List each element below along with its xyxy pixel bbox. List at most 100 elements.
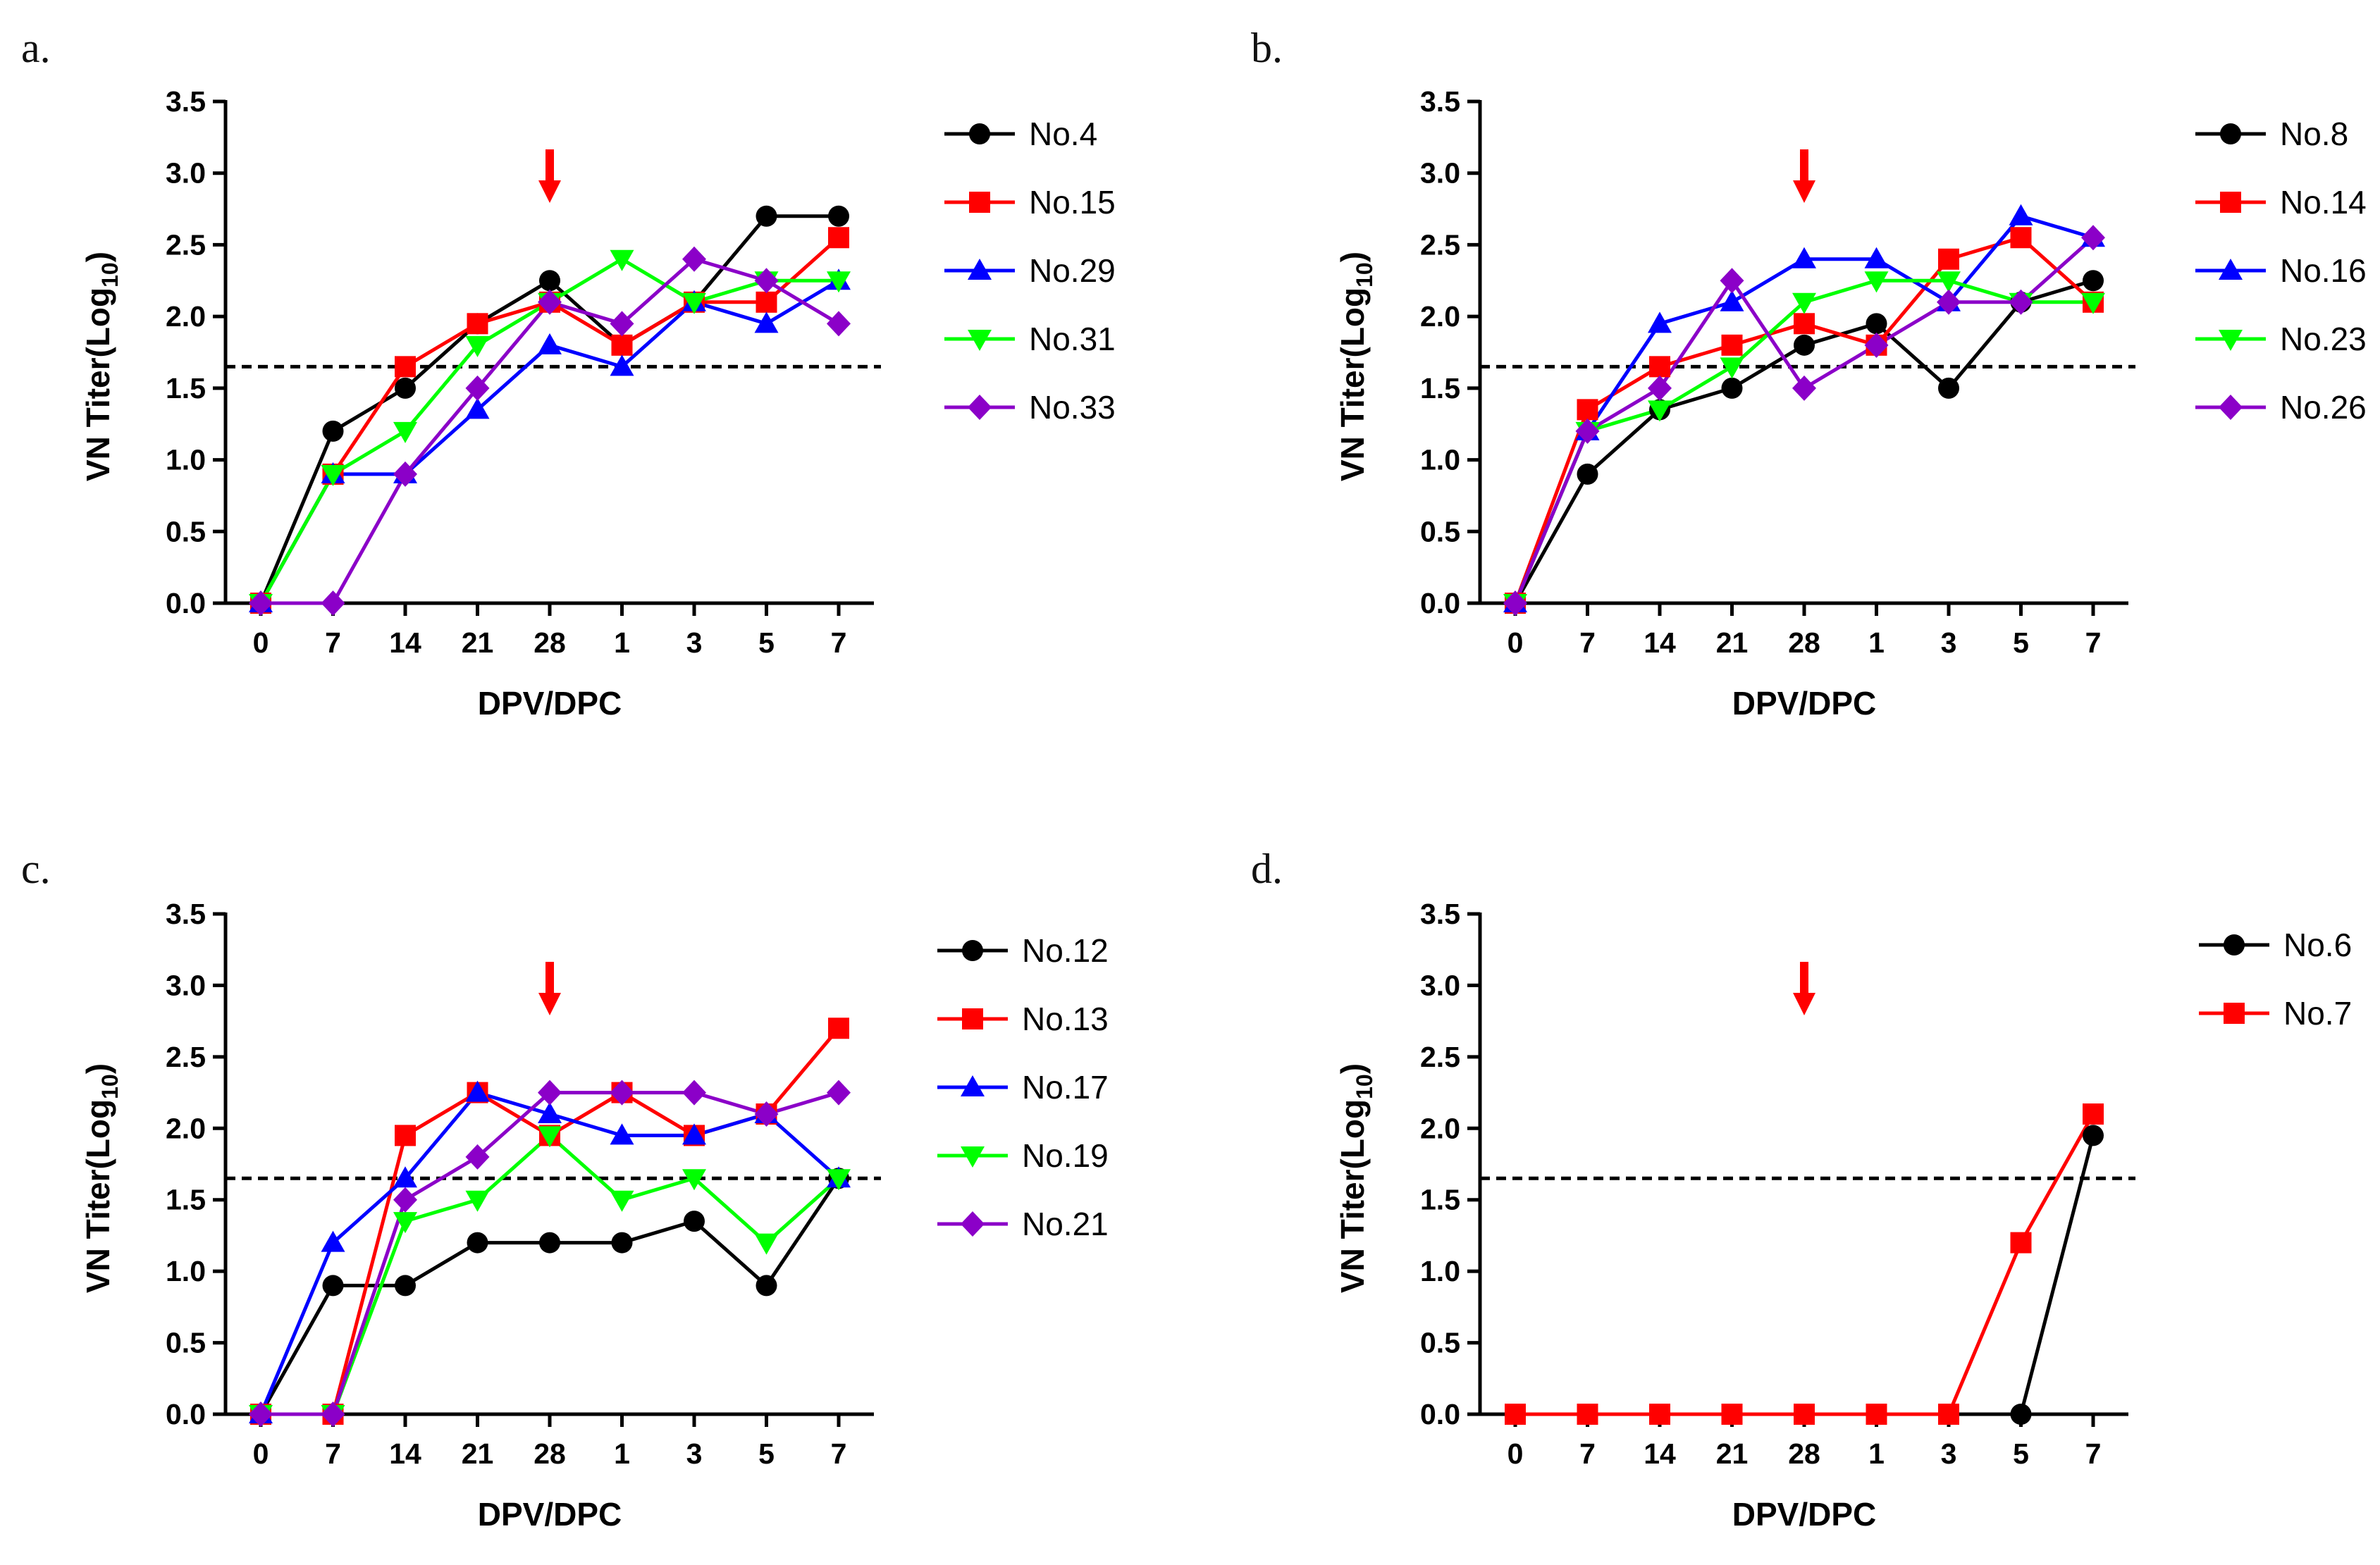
y-tick-label: 1.0 <box>1420 444 1460 476</box>
x-axis-label: DPV/DPC <box>478 685 622 722</box>
legend-label: No.21 <box>1022 1206 1109 1242</box>
y-tick-label: 1.5 <box>1420 372 1460 404</box>
data-point <box>1937 289 1961 315</box>
data-point <box>538 1102 562 1123</box>
data-point <box>467 313 488 335</box>
y-axis-label-subscript: 10 <box>1352 262 1377 287</box>
x-tick-label: 3 <box>686 1437 703 1470</box>
data-point <box>322 420 344 442</box>
y-axis-label-close: ) <box>80 1063 116 1074</box>
data-point <box>2083 270 2104 292</box>
data-point <box>1649 356 1670 378</box>
data-point <box>1721 334 1743 356</box>
data-point <box>395 1125 416 1146</box>
data-point <box>610 1123 634 1145</box>
data-point <box>2081 225 2105 251</box>
series-line <box>259 279 840 605</box>
x-tick-label: 21 <box>1716 626 1749 659</box>
series-markers <box>249 1080 851 1427</box>
y-tick-label: 2.5 <box>166 1041 206 1073</box>
data-point <box>1721 1404 1743 1425</box>
data-point <box>465 1080 490 1102</box>
y-axis-label-subscript: 10 <box>97 1074 123 1099</box>
data-point <box>2083 1103 2104 1125</box>
data-point <box>827 1169 851 1191</box>
data-point <box>1864 332 1889 358</box>
x-tick-label: 0 <box>253 626 269 659</box>
x-tick-label: 7 <box>325 626 341 659</box>
y-tick-label: 0.0 <box>166 1398 206 1430</box>
data-point <box>1721 377 1743 399</box>
data-point <box>465 397 490 419</box>
data-point <box>538 1080 562 1106</box>
series-markers <box>1503 225 2105 616</box>
data-point <box>467 1232 488 1254</box>
challenge-arrow-icon <box>538 962 561 1015</box>
x-tick-label: 3 <box>1941 626 1957 659</box>
data-point <box>610 1080 634 1106</box>
data-point <box>610 311 634 337</box>
data-point <box>1577 399 1598 421</box>
legend-item: No.6 <box>2199 927 2352 963</box>
series-markers <box>1505 1103 2104 1425</box>
legend-label: No.6 <box>2283 927 2352 963</box>
data-point <box>1648 400 1672 422</box>
panel-title: b. <box>1251 25 1283 71</box>
legend-item: No.4 <box>944 116 1097 152</box>
y-tick-label: 3.0 <box>166 157 206 190</box>
y-tick-label: 2.0 <box>166 300 206 333</box>
data-point <box>1938 377 1959 399</box>
legend-marker <box>2224 934 2245 955</box>
legend-label: No.12 <box>1022 932 1109 969</box>
legend-item: No.13 <box>937 1001 1109 1037</box>
legend-item: No.14 <box>2195 184 2367 221</box>
data-point <box>539 1232 560 1254</box>
data-point <box>611 334 633 356</box>
legend-marker <box>2219 395 2243 420</box>
data-point <box>682 292 706 314</box>
challenge-arrow-icon <box>538 149 561 203</box>
series-markers <box>249 246 851 616</box>
data-point <box>1864 247 1889 268</box>
y-tick-label: 3.0 <box>1420 157 1460 190</box>
y-tick-label: 1.0 <box>166 1255 206 1287</box>
x-tick-label: 0 <box>1507 626 1524 659</box>
data-point <box>1720 268 1744 294</box>
data-point <box>828 227 849 249</box>
series-line <box>1515 1113 2095 1416</box>
data-point <box>1720 357 1744 379</box>
x-tick-label: 14 <box>389 1437 421 1470</box>
y-tick-label: 0.5 <box>1420 1327 1460 1359</box>
legend-label: No.15 <box>1029 184 1116 221</box>
x-tick-label: 21 <box>462 626 494 659</box>
x-tick-label: 28 <box>1788 1437 1820 1470</box>
x-tick-label: 7 <box>1579 626 1596 659</box>
x-tick-label: 7 <box>1579 1437 1596 1470</box>
x-tick-label: 7 <box>2085 1437 2102 1470</box>
series-markers <box>249 1126 851 1426</box>
y-tick-label: 3.5 <box>166 85 206 118</box>
data-point <box>754 1101 779 1127</box>
x-tick-label: 5 <box>758 626 775 659</box>
data-point <box>1938 1404 1959 1425</box>
y-axis-label: VN Titer(Log10) <box>1334 252 1377 481</box>
y-tick-label: 3.0 <box>166 969 206 1001</box>
series-markers <box>250 205 849 614</box>
data-point <box>1794 313 1815 335</box>
y-axis-label-close: ) <box>1334 252 1371 262</box>
data-point <box>2009 289 2033 315</box>
legend-item: No.19 <box>937 1137 1109 1174</box>
series-markers <box>250 1017 849 1425</box>
y-tick-label: 2.5 <box>1420 228 1460 261</box>
challenge-arrow-icon <box>1793 962 1815 1015</box>
legend-marker <box>961 1211 985 1237</box>
y-axis-label-main: VN Titer(Log <box>80 1099 116 1293</box>
data-point <box>1648 311 1672 333</box>
legend-marker <box>2220 123 2241 144</box>
y-tick-label: 1.5 <box>166 372 206 404</box>
data-point <box>756 291 777 313</box>
data-point <box>827 311 851 337</box>
legend-marker <box>962 1008 983 1029</box>
y-tick-label: 3.5 <box>1420 85 1460 118</box>
